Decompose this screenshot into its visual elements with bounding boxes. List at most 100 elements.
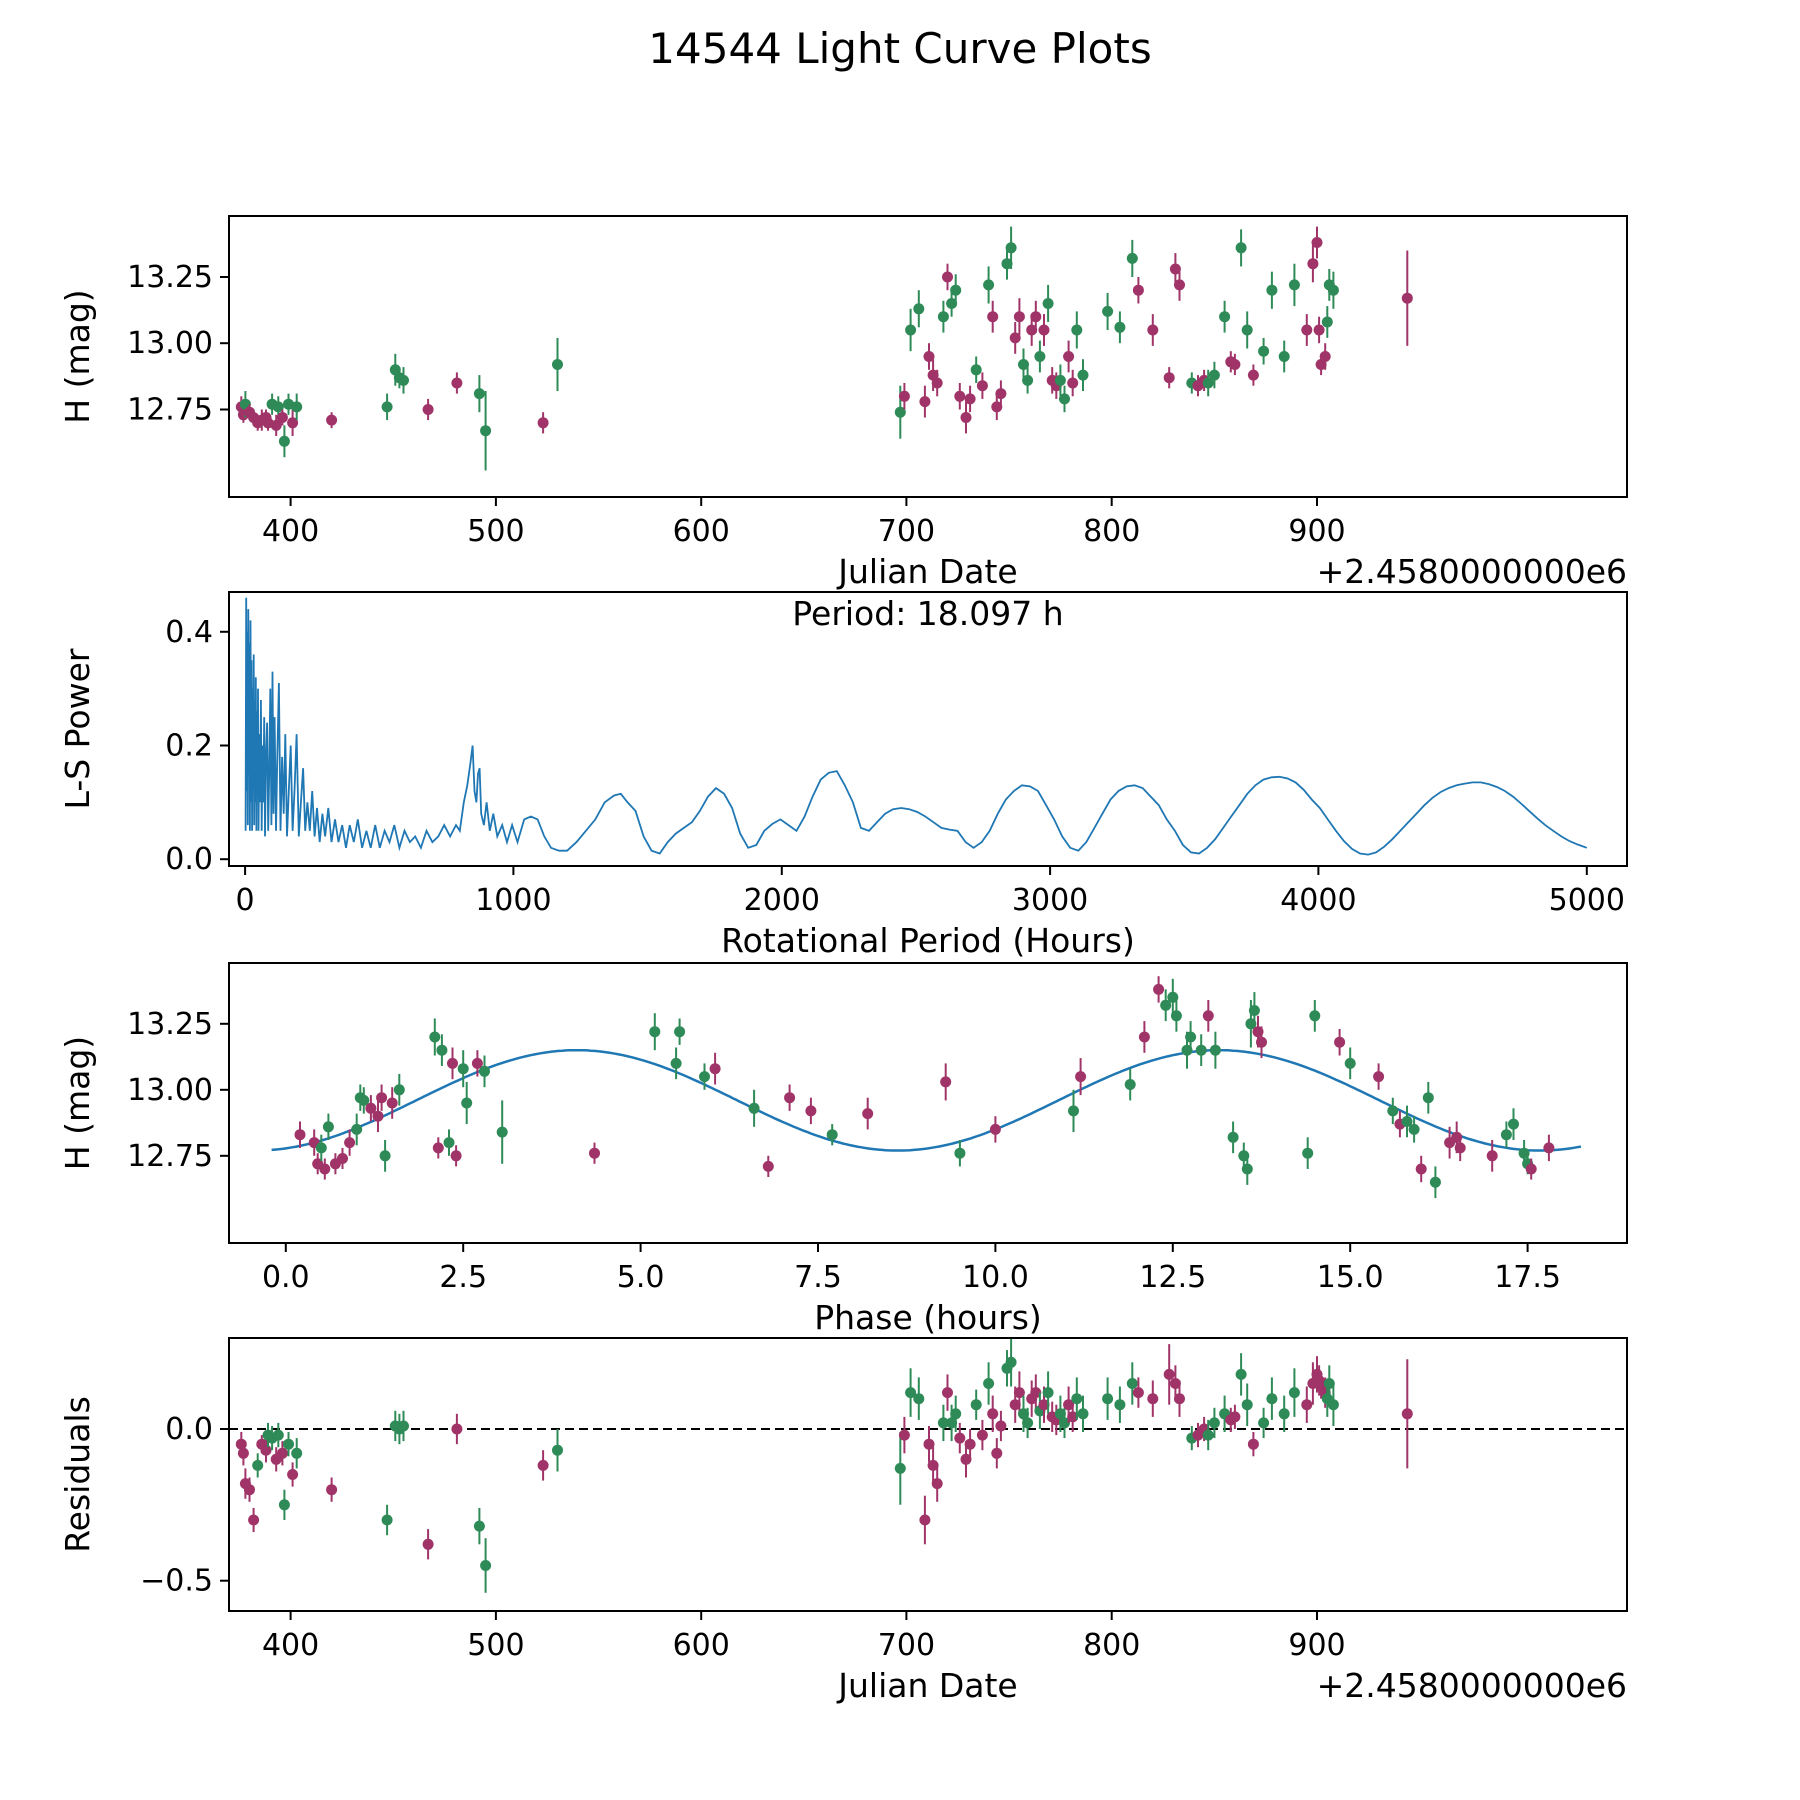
panel-residuals: 400 500 600 700 800 900 −0.5 0.0 Julian Date +2.4… bbox=[58, 1337, 1628, 1705]
data-point bbox=[1208, 1417, 1220, 1429]
y-axis-label: H (mag) bbox=[58, 289, 97, 423]
data-point bbox=[1005, 1356, 1017, 1368]
data-point bbox=[1001, 258, 1013, 270]
x-tick-label: 500 bbox=[467, 514, 524, 549]
data-point bbox=[1229, 359, 1241, 370]
x-tick-label: 500 bbox=[467, 1628, 524, 1663]
data-point bbox=[1163, 372, 1175, 384]
data-point bbox=[1018, 1408, 1029, 1420]
plot-area-phase bbox=[271, 976, 1582, 1199]
axes-frame bbox=[228, 1337, 1628, 1612]
x-tick-label: 0.0 bbox=[262, 1260, 310, 1295]
x-tick-label: 4000 bbox=[1280, 883, 1356, 918]
data-point bbox=[1241, 1399, 1253, 1411]
data-point bbox=[237, 1447, 249, 1459]
data-point bbox=[283, 1438, 294, 1450]
data-point bbox=[976, 380, 988, 392]
x-tick-label: 700 bbox=[878, 514, 935, 549]
data-point bbox=[450, 1150, 462, 1162]
data-point bbox=[1018, 359, 1029, 370]
data-point bbox=[1525, 1163, 1537, 1175]
y-axis-label: Residuals bbox=[58, 1396, 97, 1553]
data-point bbox=[1508, 1118, 1519, 1130]
data-point bbox=[1067, 1411, 1079, 1423]
data-point bbox=[913, 303, 925, 315]
data-point bbox=[276, 1447, 288, 1459]
x-tick-label: 2000 bbox=[744, 883, 820, 918]
data-point bbox=[898, 1429, 910, 1441]
data-point bbox=[1302, 1147, 1314, 1159]
x-tick-label: 900 bbox=[1288, 514, 1345, 549]
data-point bbox=[954, 1147, 966, 1159]
x-tick-label: 12.5 bbox=[1139, 1260, 1206, 1295]
data-point bbox=[1288, 279, 1300, 291]
data-point bbox=[1327, 284, 1339, 296]
x-tick-label: 2.5 bbox=[439, 1260, 487, 1295]
data-point bbox=[252, 1459, 264, 1471]
data-point bbox=[1170, 1010, 1182, 1022]
data-point bbox=[1454, 1142, 1466, 1154]
data-point bbox=[995, 1420, 1007, 1432]
data-point bbox=[954, 390, 966, 402]
data-point bbox=[826, 1129, 838, 1141]
data-point bbox=[946, 1417, 958, 1429]
data-point bbox=[950, 1408, 962, 1420]
data-point bbox=[1401, 1408, 1413, 1420]
data-point bbox=[1309, 1010, 1321, 1022]
data-point bbox=[552, 359, 563, 370]
axes-frame bbox=[228, 215, 1628, 498]
data-point bbox=[1301, 324, 1313, 336]
x-tick-label: 17.5 bbox=[1494, 1260, 1561, 1295]
data-point bbox=[1059, 393, 1070, 405]
data-point bbox=[946, 298, 958, 309]
data-point bbox=[1202, 377, 1214, 389]
y-axis-label: L-S Power bbox=[58, 648, 97, 809]
data-point bbox=[942, 271, 953, 283]
data-point bbox=[381, 401, 393, 413]
y-tick-label: 13.00 bbox=[127, 326, 213, 361]
data-point bbox=[937, 311, 949, 323]
data-point bbox=[1241, 1163, 1253, 1175]
data-point bbox=[1311, 237, 1323, 248]
data-point bbox=[954, 1432, 966, 1444]
data-point bbox=[1208, 369, 1220, 381]
data-point bbox=[1543, 1142, 1555, 1154]
data-point bbox=[1219, 311, 1231, 323]
x-tick-label: 1000 bbox=[475, 883, 551, 918]
data-point bbox=[1153, 983, 1165, 995]
data-point bbox=[1229, 1411, 1241, 1423]
data-point bbox=[1013, 311, 1025, 323]
data-point bbox=[1319, 351, 1331, 362]
data-point bbox=[937, 1417, 949, 1429]
x-tick-label: 5.0 bbox=[617, 1260, 665, 1295]
plot-area-lightcurve bbox=[235, 226, 1413, 471]
data-point bbox=[372, 1110, 384, 1122]
data-point bbox=[1009, 332, 1021, 344]
data-point bbox=[379, 1150, 391, 1162]
x-tick-label: 700 bbox=[878, 1628, 935, 1663]
data-point bbox=[1067, 377, 1079, 389]
data-point bbox=[1075, 1071, 1087, 1083]
sinusoid-fit-curve bbox=[271, 1048, 1582, 1152]
axes-frame bbox=[228, 962, 1628, 1244]
data-point bbox=[291, 401, 303, 413]
x-axis-label: Julian Date bbox=[836, 552, 1018, 591]
periodogram-line bbox=[244, 597, 1588, 856]
data-point bbox=[1327, 1399, 1339, 1411]
data-point bbox=[1068, 1105, 1079, 1117]
data-point bbox=[537, 1459, 549, 1471]
data-point bbox=[1209, 1044, 1221, 1056]
data-point bbox=[1063, 1399, 1075, 1411]
data-point bbox=[894, 1462, 906, 1474]
data-point bbox=[970, 364, 982, 376]
data-point bbox=[1042, 1387, 1054, 1399]
data-point bbox=[552, 1444, 563, 1456]
data-point bbox=[960, 1453, 972, 1465]
data-point bbox=[351, 1123, 363, 1135]
x-tick-label: 800 bbox=[1083, 514, 1140, 549]
data-point bbox=[1278, 1408, 1290, 1420]
data-point bbox=[235, 1438, 247, 1450]
data-point bbox=[278, 435, 290, 447]
data-point bbox=[983, 1378, 995, 1389]
data-point bbox=[805, 1105, 817, 1117]
